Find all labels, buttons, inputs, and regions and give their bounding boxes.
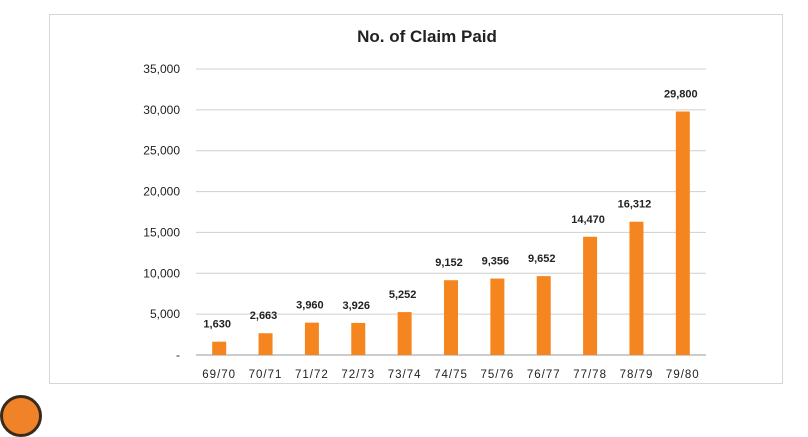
data-label: 3,926 [343,300,371,312]
data-label: 9,652 [528,253,556,265]
x-tick-label: 69/70 [202,369,236,381]
x-tick-label: 72/73 [341,369,375,381]
bar [258,333,273,355]
y-tick-label: 20,000 [143,185,180,199]
y-tick-label: - [176,348,180,362]
data-label: 5,252 [389,289,417,301]
bar [304,322,319,355]
y-tick-label: 35,000 [143,62,180,76]
x-axis-ticks: 69/70 70/71 71/72 72/73 73/74 74/75 75/76 76/77… [202,369,700,381]
chart-frame [49,14,783,384]
bar [397,312,412,355]
data-labels: 1,630 2,663 3,960 3,926 5,252 9,152 9,356 9,652… [203,88,697,330]
bar [675,111,690,356]
x-tick-label: 79/80 [666,369,700,381]
y-tick-label: 15,000 [143,225,180,239]
bars [212,111,690,356]
bar [490,278,505,355]
y-tick-label: 5,000 [150,307,180,321]
data-label: 14,470 [571,214,605,226]
y-axis-ticks: - 5,000 10,000 15,000 20,000 25,000 30,000 35,0… [143,62,180,362]
bar [583,236,598,355]
data-label: 29,800 [664,88,698,100]
bar [629,221,644,355]
x-tick-label: 70/71 [249,369,283,381]
y-tick-label: 10,000 [143,266,180,280]
chart-title: No. of Claim Paid [357,27,497,46]
data-label: 2,663 [250,310,278,322]
x-tick-label: 77/78 [573,369,607,381]
data-label: 1,630 [203,319,231,331]
x-tick-label: 74/75 [434,369,468,381]
bar [351,322,366,355]
data-label: 9,152 [435,257,463,269]
bar-chart: No. of Claim Paid - 5,000 10,000 15,000 20,0… [143,27,706,381]
x-tick-label: 75/76 [480,369,514,381]
data-label: 3,960 [296,300,324,312]
orange-circle-icon [0,395,42,437]
y-tick-label: 30,000 [143,103,180,117]
bar [536,276,551,355]
gridlines [196,68,706,356]
y-tick-label: 25,000 [143,144,180,158]
bar [212,341,227,355]
x-tick-label: 76/77 [527,369,561,381]
x-tick-label: 71/72 [295,369,329,381]
x-tick-label: 73/74 [388,369,422,381]
data-label: 16,312 [618,199,652,211]
bar [444,280,458,355]
data-label: 9,356 [482,256,510,268]
x-tick-label: 78/79 [620,369,654,381]
